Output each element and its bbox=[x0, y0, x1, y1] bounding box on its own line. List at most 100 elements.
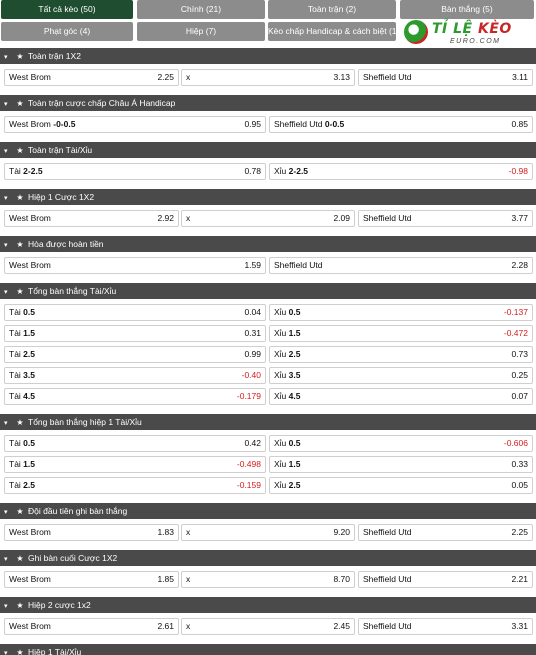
section-header[interactable]: ▾ ★ Hiệp 1 Cược 1X2 bbox=[0, 189, 536, 205]
odds-value: 0.25 bbox=[511, 370, 528, 380]
tab-full-match[interactable]: Toàn trận (2) bbox=[268, 0, 396, 19]
chevron-down-icon[interactable]: ▾ bbox=[4, 650, 8, 655]
odds-cell[interactable]: Sheffield Utd 2.25 bbox=[358, 524, 533, 541]
chevron-down-icon[interactable]: ▾ bbox=[4, 556, 8, 563]
odds-cell[interactable]: Xỉu 1.5 0.33 bbox=[269, 456, 533, 473]
odds-cell[interactable]: West Brom -0-0.5 0.95 bbox=[4, 116, 266, 133]
odds-cell[interactable]: Tài 0.5 0.42 bbox=[4, 435, 266, 452]
chevron-down-icon[interactable]: ▾ bbox=[4, 509, 8, 516]
odds-cell[interactable]: West Brom 1.83 bbox=[4, 524, 179, 541]
pin-icon[interactable]: ★ bbox=[16, 146, 24, 155]
chevron-down-icon[interactable]: ▾ bbox=[4, 289, 8, 296]
tab-goals[interactable]: Bàn thắng (5) bbox=[400, 0, 534, 19]
tab-all[interactable]: Tất cả kèo (50) bbox=[1, 0, 133, 19]
odds-cell[interactable]: Tài 3.5 -0.40 bbox=[4, 367, 266, 384]
odds-cell[interactable]: Sheffield Utd 2.21 bbox=[358, 571, 533, 588]
odds-cell[interactable]: x 3.13 bbox=[181, 69, 355, 86]
odds-cell[interactable]: Sheffield Utd 3.77 bbox=[358, 210, 533, 227]
odds-cell[interactable]: West Brom 1.85 bbox=[4, 571, 179, 588]
pin-icon[interactable]: ★ bbox=[16, 418, 24, 427]
odds-cell[interactable]: Tài 1.5 0.31 bbox=[4, 325, 266, 342]
odds-cell[interactable]: Sheffield Utd 2.28 bbox=[269, 257, 533, 274]
odds-cell[interactable]: West Brom 1.59 bbox=[4, 257, 266, 274]
odds-cell[interactable]: Sheffield Utd 3.11 bbox=[358, 69, 533, 86]
odds-cell[interactable]: Tài 2.5 -0.159 bbox=[4, 477, 266, 494]
odds-cell[interactable]: Xỉu 4.5 0.07 bbox=[269, 388, 533, 405]
section-header[interactable]: ▾ ★ Hiệp 2 cược 1x2 bbox=[0, 597, 536, 613]
pin-icon[interactable]: ★ bbox=[16, 601, 24, 610]
tab-corners[interactable]: Phạt góc (4) bbox=[1, 22, 133, 41]
pin-icon[interactable]: ★ bbox=[16, 648, 24, 655]
odds-value: 0.73 bbox=[511, 349, 528, 359]
odds-cell[interactable]: x 2.45 bbox=[181, 618, 355, 635]
site-logo[interactable]: TỈ LỆ KÈO EURO.COM bbox=[402, 18, 534, 52]
section-header[interactable]: ▾ ★ Tổng bàn thắng hiệp 1 Tài/Xỉu bbox=[0, 414, 536, 430]
selection-label: Tài 3.5 bbox=[9, 370, 35, 380]
market-section: ▾ ★ Toàn trận cược chấp Châu Á Handicap Wes… bbox=[0, 95, 536, 137]
odds-row: Tài 1.5 -0.498 Xỉu 1.5 0.33 bbox=[0, 456, 536, 477]
odds-cell[interactable]: x 2.09 bbox=[181, 210, 355, 227]
odds-cell[interactable]: x 9.20 bbox=[181, 524, 355, 541]
odds-value: 3.11 bbox=[512, 72, 528, 82]
section-header[interactable]: ▾ ★ Toàn trận cược chấp Châu Á Handicap bbox=[0, 95, 536, 111]
odds-cell[interactable]: x 8.70 bbox=[181, 571, 355, 588]
odds-cell[interactable]: Xỉu 2-2.5 -0.98 bbox=[269, 163, 533, 180]
pin-icon[interactable]: ★ bbox=[16, 554, 24, 563]
section-header[interactable]: ▾ ★ Hòa được hoàn tiền bbox=[0, 236, 536, 252]
pin-icon[interactable]: ★ bbox=[16, 52, 24, 61]
odds-cell[interactable]: Xỉu 1.5 -0.472 bbox=[269, 325, 533, 342]
odds-cell[interactable]: West Brom 2.61 bbox=[4, 618, 179, 635]
odds-value: -0.472 bbox=[503, 328, 528, 338]
tab-main[interactable]: Chính (21) bbox=[137, 0, 265, 19]
odds-cell[interactable]: Tài 1.5 -0.498 bbox=[4, 456, 266, 473]
chevron-down-icon[interactable]: ▾ bbox=[4, 242, 8, 249]
section-title: Hiệp 1 Cược 1X2 bbox=[28, 192, 95, 202]
chevron-down-icon[interactable]: ▾ bbox=[4, 54, 8, 61]
selection-label: Tài 2-2.5 bbox=[9, 166, 43, 176]
selection-label: Tài 2.5 bbox=[9, 480, 35, 490]
section-title: Hiệp 2 cược 1x2 bbox=[28, 600, 91, 610]
chevron-down-icon[interactable]: ▾ bbox=[4, 603, 8, 610]
odds-cell[interactable]: Sheffield Utd 0-0.5 0.85 bbox=[269, 116, 533, 133]
pin-icon[interactable]: ★ bbox=[16, 99, 24, 108]
pin-icon[interactable]: ★ bbox=[16, 287, 24, 296]
selection-label: West Brom bbox=[9, 574, 51, 584]
line-value: 1.5 bbox=[23, 328, 35, 338]
section-header[interactable]: ▾ ★ Toàn trận 1X2 bbox=[0, 48, 536, 64]
odds-cell[interactable]: Tài 2.5 0.99 bbox=[4, 346, 266, 363]
tab-halves[interactable]: Hiệp (7) bbox=[137, 22, 265, 41]
section-header[interactable]: ▾ ★ Toàn trận Tài/Xỉu bbox=[0, 142, 536, 158]
odds-value: 1.83 bbox=[157, 527, 174, 537]
pin-icon[interactable]: ★ bbox=[16, 240, 24, 249]
odds-value: -0.98 bbox=[508, 166, 528, 176]
section-header[interactable]: ▾ ★ Tổng bàn thắng Tài/Xỉu bbox=[0, 283, 536, 299]
pin-icon[interactable]: ★ bbox=[16, 507, 24, 516]
logo-subtext: EURO.COM bbox=[450, 38, 501, 45]
odds-cell[interactable]: Xỉu 2.5 0.73 bbox=[269, 346, 533, 363]
section-header[interactable]: ▾ ★ Ghi bàn cuối Cược 1X2 bbox=[0, 550, 536, 566]
chevron-down-icon[interactable]: ▾ bbox=[4, 195, 8, 202]
odds-cell[interactable]: Tài 2-2.5 0.78 bbox=[4, 163, 266, 180]
market-section: ▾ ★ Tổng bàn thắng hiệp 1 Tài/Xỉu Tài 0.5 0.… bbox=[0, 414, 536, 498]
odds-cell[interactable]: Xỉu 3.5 0.25 bbox=[269, 367, 533, 384]
odds-cell[interactable]: Xỉu 0.5 -0.606 bbox=[269, 435, 533, 452]
selection-label: Xỉu 1.5 bbox=[274, 328, 301, 338]
tab-handicap[interactable]: Kèo chấp Handicap & cách biệt (1) bbox=[268, 22, 396, 41]
odds-cell[interactable]: Xỉu 2.5 0.05 bbox=[269, 477, 533, 494]
odds-cell[interactable]: Sheffield Utd 3.31 bbox=[358, 618, 533, 635]
odds-cell[interactable]: West Brom 2.92 bbox=[4, 210, 179, 227]
odds-cell[interactable]: Tài 0.5 0.04 bbox=[4, 304, 266, 321]
odds-value: 3.77 bbox=[511, 213, 528, 223]
section-header[interactable]: ▾ ★ Hiệp 1 Tài/Xỉu bbox=[0, 644, 536, 655]
selection-label: Sheffield Utd bbox=[363, 72, 412, 82]
odds-cell[interactable]: Xỉu 0.5 -0.137 bbox=[269, 304, 533, 321]
selection-label: Sheffield Utd bbox=[363, 527, 412, 537]
chevron-down-icon[interactable]: ▾ bbox=[4, 101, 8, 108]
odds-cell[interactable]: Tài 4.5 -0.179 bbox=[4, 388, 266, 405]
section-header[interactable]: ▾ ★ Đội đầu tiên ghi bàn thắng bbox=[0, 503, 536, 519]
market-section: ▾ ★ Hiệp 2 cược 1x2 West Brom 2.61 x 2.45 Sheff… bbox=[0, 597, 536, 639]
chevron-down-icon[interactable]: ▾ bbox=[4, 148, 8, 155]
chevron-down-icon[interactable]: ▾ bbox=[4, 420, 8, 427]
odds-cell[interactable]: West Brom 2.25 bbox=[4, 69, 179, 86]
pin-icon[interactable]: ★ bbox=[16, 193, 24, 202]
